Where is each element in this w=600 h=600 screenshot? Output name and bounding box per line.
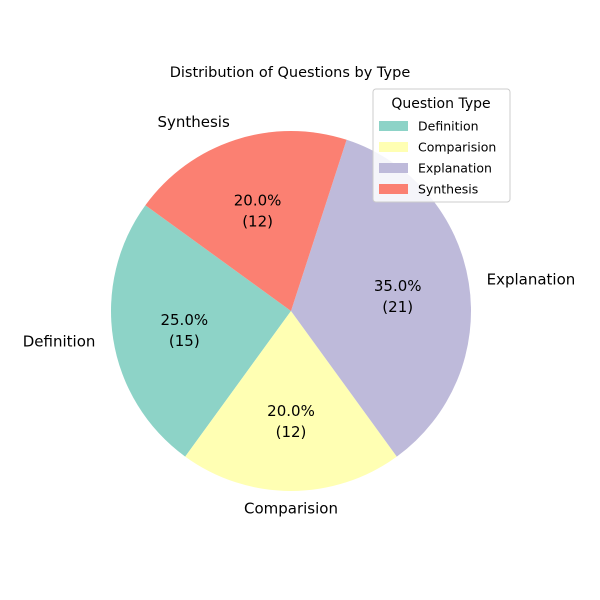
percent-labels: 25.0% (15) 20.0% (12) 35.0% (21) 20.0% (12): [160, 191, 421, 441]
legend-swatch-explanation: [379, 163, 408, 173]
legend: Question Type Definition Comparision Expla…: [372, 88, 511, 203]
legend-label-definition: Definition: [418, 119, 479, 134]
chart-title: Distribution of Questions by Type: [170, 65, 411, 81]
legend-frame: [372, 88, 511, 203]
legend-swatch-comparision: [379, 142, 408, 152]
pie-slice-definition: [111, 205, 291, 457]
category-labels: Definition Comparision Explanation Synthesi…: [23, 113, 576, 517]
slice-value-definition: 25.0% (15): [160, 311, 208, 350]
pie-slice-explanation: [291, 139, 471, 457]
slice-label-synthesis: Synthesis: [157, 113, 230, 131]
pie-slices: [111, 131, 471, 491]
pie-slice-comparision: [185, 311, 397, 491]
slice-label-definition: Definition: [23, 333, 96, 351]
slice-value-synthesis: 20.0% (12): [234, 191, 282, 230]
legend-label-comparision: Comparision: [418, 140, 496, 155]
slice-label-explanation: Explanation: [487, 271, 576, 289]
legend-swatch-synthesis: [379, 184, 408, 194]
slice-value-comparision: 20.0% (12): [267, 402, 315, 441]
pie-slice-synthesis: [145, 131, 347, 311]
legend-entries: Definition Comparision Explanation Synthesi…: [379, 119, 496, 197]
legend-title: Question Type: [391, 96, 490, 112]
legend-label-synthesis: Synthesis: [418, 182, 478, 197]
legend-label-explanation: Explanation: [418, 161, 492, 176]
slice-label-comparision: Comparision: [244, 500, 338, 518]
slice-value-explanation: 35.0% (21): [374, 277, 422, 316]
legend-swatch-definition: [379, 121, 408, 131]
